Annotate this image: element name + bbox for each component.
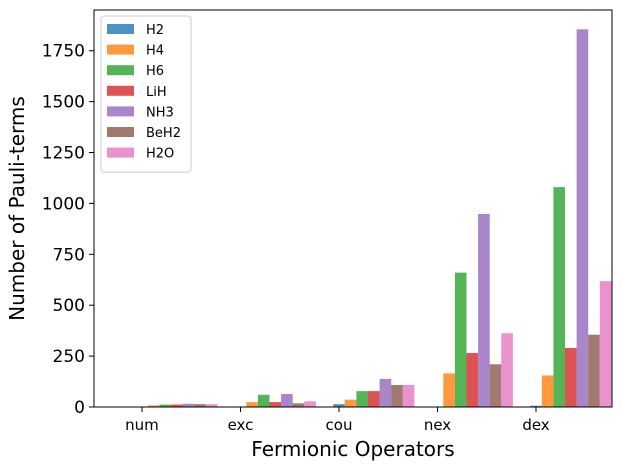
x-tick-label-num: num (125, 416, 159, 434)
bar-beh2-exc (292, 403, 305, 407)
legend-swatch-h4 (107, 44, 134, 55)
x-tick-label-nex: nex (424, 416, 451, 434)
bars-group (136, 29, 612, 408)
bar-h6-dex (553, 187, 565, 407)
bar-nh3-nex (478, 214, 490, 407)
y-tick-label: 0 (74, 398, 85, 418)
legend-label-h2: H2 (146, 23, 164, 38)
y-axis-title: Number of Pauli-terms (5, 96, 29, 321)
y-tick-label: 250 (53, 347, 85, 367)
legend-label-h6: H6 (146, 64, 164, 79)
legend-swatch-beh2 (107, 127, 134, 137)
bar-nh3-exc (281, 393, 293, 407)
bar-lih-cou (368, 391, 380, 407)
bar-h4-cou (344, 399, 357, 407)
bar-nh3-num (182, 403, 195, 407)
y-tick-label: 500 (53, 296, 85, 316)
x-axis-title: Fermionic Operators (251, 437, 454, 461)
bar-h4-nex (443, 373, 455, 407)
bar-lih-nex (466, 353, 479, 407)
bar-h6-num (159, 404, 171, 407)
bar-h2o-nex (501, 333, 513, 407)
legend-swatch-nh3 (107, 106, 134, 117)
legend-label-h4: H4 (146, 44, 164, 59)
bar-h2o-exc (304, 401, 316, 407)
bar-lih-dex (565, 347, 577, 407)
y-tick-label: 1750 (42, 42, 85, 62)
bar-beh2-num (194, 404, 206, 407)
y-tick-label: 1500 (42, 93, 85, 113)
bar-h2-cou (333, 404, 345, 407)
legend-swatch-lih (107, 85, 134, 96)
bar-nh3-dex (576, 29, 589, 408)
bar-h4-exc (246, 402, 258, 407)
legend-label-h2o: H2O (146, 147, 174, 162)
bar-nh3-cou (379, 378, 392, 407)
x-tick-label-cou: cou (326, 416, 353, 434)
legend-swatch-h2 (107, 24, 134, 34)
legend-swatch-h2o (107, 147, 134, 158)
bar-h4-num (147, 405, 160, 407)
bar-h2o-cou (402, 385, 415, 407)
x-ticks: num exc cou nex dex (125, 407, 550, 434)
bar-h2o-num (205, 404, 218, 407)
y-tick-label: 1250 (42, 144, 85, 164)
x-tick-label-dex: dex (522, 416, 549, 434)
bar-h6-nex (454, 272, 467, 407)
bar-beh2-nex (489, 364, 502, 407)
legend-label-beh2: BeH2 (146, 126, 181, 141)
y-tick-label: 750 (53, 245, 85, 265)
legend-label-nh3: NH3 (146, 105, 174, 120)
x-tick-label-exc: exc (228, 416, 254, 434)
y-tick-label: 1000 (42, 194, 85, 214)
bar-h6-cou (356, 391, 368, 407)
bar-h2-dex (530, 405, 542, 407)
bar-h2o-dex (599, 281, 612, 407)
plot-frame (93, 9, 613, 408)
bar-beh2-dex (588, 334, 600, 407)
y-ticks: 0 250 500 750 1000 1250 1500 1750 (42, 42, 94, 418)
legend-swatch-h6 (107, 65, 134, 76)
legend-label-lih: LiH (146, 85, 167, 100)
bar-lih-exc (269, 402, 282, 407)
bar-beh2-cou (391, 385, 403, 407)
bar-lih-num (171, 404, 183, 407)
bar-h4-dex (541, 375, 554, 407)
legend: H2 H4 H6 LiH NH3 BeH2 H2O (100, 15, 192, 173)
bar-h6-exc (257, 394, 270, 407)
